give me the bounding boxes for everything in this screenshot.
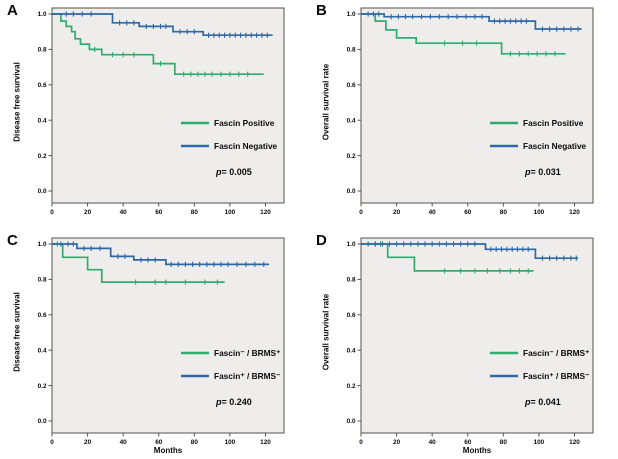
panel-a: A Disease free survival 1.0 0.8 0.6 0.4 0.2 0… — [0, 0, 309, 229]
y-tick-label: 0.8 — [347, 47, 356, 54]
plot-area — [360, 7, 594, 204]
p-value: p= 0.240 — [215, 397, 252, 407]
x-tick-label: 0 — [50, 439, 54, 446]
y-tick-label: 0.8 — [38, 277, 47, 284]
x-tick-label: 100 — [534, 209, 545, 216]
legend-label: Fascin Negative — [523, 141, 587, 151]
legend-label: Fascin⁺ / BRMS⁻ — [214, 371, 280, 381]
y-tick-label: 0.6 — [38, 82, 47, 89]
x-tick-label: 20 — [84, 209, 92, 216]
survival-curve-green — [361, 13, 566, 55]
x-tick-label: 40 — [429, 209, 437, 216]
x-tick-label: 80 — [191, 439, 199, 446]
p-value: p= 0.041 — [524, 397, 561, 407]
p-value: p= 0.031 — [524, 167, 561, 177]
y-tick-label: 0.4 — [347, 117, 356, 124]
panel-c-plot: 1.0 0.8 0.6 0.4 0.2 0.0 0 20 40 60 80 100 120 Fascin⁻… — [38, 237, 285, 446]
y-tick-label: 0.2 — [347, 383, 356, 390]
y-tick-label: 0.6 — [38, 312, 47, 319]
survival-curve-green — [52, 243, 225, 283]
legend-label: Fascin Positive — [214, 118, 275, 128]
x-tick-label: 120 — [569, 209, 580, 216]
panel-c-x-axis-title: Months — [153, 446, 183, 455]
p-value: p= 0.005 — [215, 167, 252, 177]
survival-curve-blue — [361, 13, 582, 30]
y-tick-label: 0.0 — [38, 188, 47, 195]
x-tick-label: 80 — [500, 439, 508, 446]
x-tick-label: 20 — [84, 439, 92, 446]
panel-d-plot: 1.0 0.8 0.6 0.4 0.2 0.0 0 20 40 60 80 100 120 Fascin⁻… — [347, 237, 594, 446]
panel-d-letter: D — [316, 232, 328, 249]
y-tick-label: 0.2 — [347, 153, 356, 160]
legend-label: Fascin⁻ / BRMS⁺ — [214, 348, 280, 358]
x-tick-label: 120 — [260, 439, 271, 446]
y-tick-label: 0.8 — [347, 277, 356, 284]
x-tick-label: 60 — [464, 439, 472, 446]
panel-b-plot: 1.0 0.8 0.6 0.4 0.2 0.0 0 20 40 60 80 100 120 Fascin … — [347, 7, 594, 216]
legend-label: Fascin Positive — [523, 118, 584, 128]
y-tick-label: 0.4 — [38, 347, 47, 354]
panel-a-plot: 1.0 0.8 0.6 0.4 0.2 0.0 0 20 40 60 80 100 120 Fascin … — [38, 7, 285, 216]
survival-curve-green — [52, 13, 264, 76]
x-tick-label: 40 — [429, 439, 437, 446]
y-tick-label: 1.0 — [38, 11, 47, 18]
panel-a-letter: A — [7, 2, 19, 19]
x-tick-label: 20 — [393, 209, 401, 216]
y-tick-label: 0.4 — [347, 347, 356, 354]
x-tick-label: 0 — [359, 209, 363, 216]
panel-c-letter: C — [7, 232, 19, 249]
x-tick-label: 100 — [225, 209, 236, 216]
x-tick-label: 20 — [393, 439, 401, 446]
y-tick-label: 0.0 — [38, 418, 47, 425]
x-tick-label: 120 — [260, 209, 271, 216]
y-tick-label: 0.6 — [347, 82, 356, 89]
y-tick-label: 0.0 — [347, 418, 356, 425]
legend-label: Fascin Negative — [214, 141, 278, 151]
x-tick-label: 60 — [155, 439, 163, 446]
y-tick-label: 0.6 — [347, 312, 356, 319]
x-tick-label: 60 — [155, 209, 163, 216]
y-tick-label: 0.2 — [38, 153, 47, 160]
y-tick-label: 1.0 — [347, 11, 356, 18]
x-tick-label: 60 — [464, 209, 472, 216]
panel-c: C Disease free survival 1.0 0.8 0.6 0.4 0.2 0… — [0, 230, 309, 459]
y-tick-label: 0.8 — [38, 47, 47, 54]
plot-area — [51, 7, 285, 204]
panel-b-letter: B — [316, 2, 328, 19]
survival-curve-blue — [52, 243, 270, 266]
y-tick-label: 1.0 — [38, 241, 47, 248]
panel-d: D Overall survival rate 1.0 0.8 0.6 0.4 0.2 0… — [309, 230, 618, 459]
x-tick-label: 100 — [225, 439, 236, 446]
x-tick-label: 0 — [359, 439, 363, 446]
x-tick-label: 80 — [191, 209, 199, 216]
y-tick-label: 1.0 — [347, 241, 356, 248]
x-tick-label: 40 — [120, 209, 128, 216]
legend-label: Fascin⁺ / BRMS⁻ — [523, 371, 589, 381]
panel-b: B Overall survival rate 1.0 0.8 0.6 0.4 0.2 0… — [309, 0, 618, 229]
x-tick-label: 120 — [569, 439, 580, 446]
x-tick-label: 0 — [50, 209, 54, 216]
panel-d-x-axis-title: Months — [462, 446, 492, 455]
y-tick-label: 0.2 — [38, 383, 47, 390]
x-tick-label: 40 — [120, 439, 128, 446]
y-tick-label: 0.4 — [38, 117, 47, 124]
x-tick-label: 80 — [500, 209, 508, 216]
y-tick-label: 0.0 — [347, 188, 356, 195]
x-tick-label: 100 — [534, 439, 545, 446]
legend-label: Fascin⁻ / BRMS⁺ — [523, 348, 589, 358]
survival-curve-blue — [52, 13, 273, 37]
